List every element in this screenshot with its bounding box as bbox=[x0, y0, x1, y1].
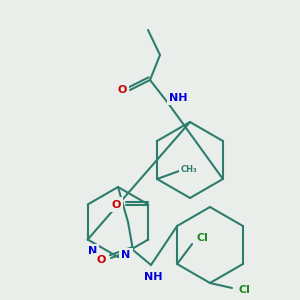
Text: Cl: Cl bbox=[196, 233, 208, 243]
Text: O: O bbox=[117, 85, 127, 95]
Text: NH: NH bbox=[144, 272, 162, 282]
Text: Cl: Cl bbox=[238, 285, 250, 295]
Text: CH₃: CH₃ bbox=[181, 164, 197, 173]
Text: N: N bbox=[122, 250, 130, 260]
Text: NH: NH bbox=[169, 93, 187, 103]
Text: O: O bbox=[96, 255, 106, 265]
Text: O: O bbox=[112, 200, 121, 209]
Text: N: N bbox=[88, 247, 97, 256]
